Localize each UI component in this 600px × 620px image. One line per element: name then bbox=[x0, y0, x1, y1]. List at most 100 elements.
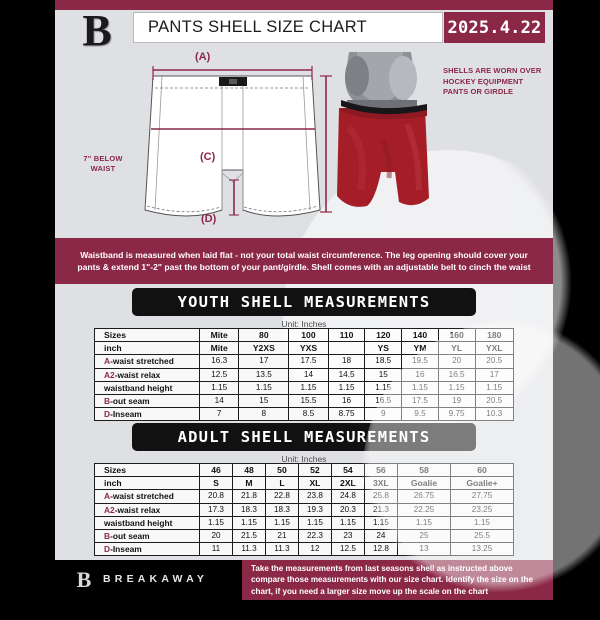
breakaway-logo-icon: B bbox=[82, 6, 112, 55]
table-cell: 7 bbox=[198, 407, 240, 422]
footer-instruction-banner: Take the measurements from last seasons … bbox=[242, 560, 553, 600]
table-row: inch S M L XL 2XL 3XL Goalie Goalie+ bbox=[94, 476, 514, 491]
table-row: D-Inseam 11 11.3 11.3 12 12.5 12.8 13 13.25 bbox=[94, 542, 514, 557]
table-cell: 1.15 bbox=[198, 380, 240, 395]
adult-measurements-table: Sizes 46 48 50 52 54 56 58 60 inch S M L XL 2XL 3XL Goal… bbox=[94, 462, 514, 557]
table-cell: 15 bbox=[238, 393, 290, 409]
table-cell: XL bbox=[297, 476, 332, 491]
table-cell: 100 bbox=[288, 327, 329, 343]
table-cell: YL bbox=[437, 341, 476, 356]
table-cell: Mite bbox=[198, 327, 240, 343]
table-cell: 21.5 bbox=[231, 528, 266, 544]
row-label: A-waist stretched bbox=[94, 489, 200, 504]
table-row: Sizes Mite 80 100 110 120 140 160 180 bbox=[94, 327, 514, 343]
adult-unit-label: Unit: Inches bbox=[281, 454, 327, 464]
table-cell: 15 bbox=[364, 367, 403, 382]
table-cell: 19.5 bbox=[401, 354, 439, 369]
table-cell: 1.15 bbox=[364, 380, 403, 395]
table-cell: 11 bbox=[199, 542, 233, 557]
table-cell: 20 bbox=[199, 528, 233, 544]
table-row: B-out seam 14 15 15.5 16 16.5 17.5 19 20.5 bbox=[94, 393, 514, 409]
table-cell: 2XL bbox=[330, 476, 365, 491]
row-label: A2-waist relax bbox=[94, 502, 200, 517]
table-cell: 8 bbox=[238, 407, 290, 422]
row-key-letter: A bbox=[104, 491, 111, 502]
table-cell: 19.3 bbox=[297, 502, 332, 517]
adult-section-header: ADULT SHELL MEASUREMENTS Unit: Inches bbox=[55, 423, 553, 464]
row-label: waistband height bbox=[94, 380, 200, 395]
table-cell: 14.5 bbox=[327, 367, 366, 382]
measurement-diagram: (A) (B) (C) (D) 7" BELOW WAIST bbox=[55, 46, 553, 236]
table-cell: 10.3 bbox=[474, 407, 514, 422]
shell-pants-line-drawing bbox=[115, 60, 350, 230]
row-label: B-out seam bbox=[94, 393, 200, 409]
table-cell: 25.5 bbox=[450, 528, 514, 544]
table-cell: 16.5 bbox=[437, 367, 476, 382]
table-cell: 21 bbox=[264, 528, 299, 544]
table-cell: 13.5 bbox=[238, 367, 290, 382]
table-cell: 46 bbox=[199, 462, 233, 478]
table-row: A2-waist relax 12.5 13.5 14 14.5 15 16 16.5 17 bbox=[94, 367, 514, 382]
size-chart-page: B PANTS SHELL SIZE CHART 2025.4.22 bbox=[55, 0, 600, 620]
table-cell: YS bbox=[364, 341, 403, 356]
content-sheet: B PANTS SHELL SIZE CHART 2025.4.22 bbox=[55, 0, 600, 620]
diagram-label-a: (A) bbox=[195, 51, 211, 63]
table-cell: Goalie bbox=[396, 476, 452, 491]
table-cell: YXL bbox=[474, 341, 514, 356]
table-cell: 50 bbox=[264, 462, 299, 478]
footer-brand-name: BREAKAWAY bbox=[103, 573, 209, 585]
table-cell: 1.15 bbox=[231, 515, 266, 530]
table-cell: 17 bbox=[474, 367, 514, 382]
table-cell: 18.3 bbox=[231, 502, 266, 517]
table-cell: 9.75 bbox=[437, 407, 476, 422]
table-cell: 12.8 bbox=[363, 542, 398, 557]
row-key-letter: B bbox=[104, 531, 111, 542]
table-cell: 20.5 bbox=[474, 354, 514, 369]
table-row: inch Mite Y2XS YXS YS YM YL YXL bbox=[94, 341, 514, 356]
table-cell: 12 bbox=[297, 542, 332, 557]
page-title-text: PANTS SHELL SIZE CHART bbox=[148, 18, 368, 36]
table-cell: 22.25 bbox=[396, 502, 452, 517]
youth-unit-label: Unit: Inches bbox=[281, 319, 327, 329]
table-cell: 23.25 bbox=[450, 502, 514, 517]
table-cell: 180 bbox=[474, 327, 514, 343]
table-cell: 21.8 bbox=[231, 489, 266, 504]
row-label: A2-waist relax bbox=[94, 367, 200, 382]
table-cell: 60 bbox=[450, 462, 514, 478]
table-cell: 13.25 bbox=[450, 542, 514, 557]
table-cell: 52 bbox=[297, 462, 332, 478]
table-cell: 1.15 bbox=[396, 515, 452, 530]
table-cell: 56 bbox=[363, 462, 398, 478]
table-cell: 9 bbox=[364, 407, 403, 422]
row-key-letter: A bbox=[104, 356, 111, 367]
table-cell: 11.3 bbox=[231, 542, 266, 557]
table-cell: 110 bbox=[327, 327, 366, 343]
table-cell: M bbox=[231, 476, 266, 491]
table-row: waistband height 1.15 1.15 1.15 1.15 1.15 1.15… bbox=[94, 515, 514, 530]
table-cell: 20.8 bbox=[199, 489, 233, 504]
table-cell: 11.3 bbox=[264, 542, 299, 557]
youth-heading: YOUTH SHELL MEASUREMENTS bbox=[131, 288, 477, 316]
table-row: D-Inseam 7 8 8.5 8.75 9 9.5 9.75 10.3 bbox=[94, 407, 514, 422]
footer-logo-icon: B bbox=[76, 567, 92, 592]
row-label: Sizes bbox=[94, 462, 200, 478]
table-cell: 1.15 bbox=[327, 380, 366, 395]
row-label: waistband height bbox=[94, 515, 200, 530]
table-row: Sizes 46 48 50 52 54 56 58 60 bbox=[94, 462, 514, 478]
table-cell: Mite bbox=[198, 341, 240, 356]
diagram-label-c: (C) bbox=[200, 151, 216, 163]
revision-date-badge: 2025.4.22 bbox=[444, 12, 545, 43]
table-cell: YM bbox=[401, 341, 439, 356]
table-cell: 1.15 bbox=[199, 515, 233, 530]
adult-heading: ADULT SHELL MEASUREMENTS bbox=[131, 423, 477, 451]
table-cell: 21.3 bbox=[363, 502, 398, 517]
page-footer: B BREAKAWAY Take the measurements from l… bbox=[55, 560, 553, 600]
table-cell: 1.15 bbox=[297, 515, 332, 530]
footer-instruction-text: Take the measurements from last seasons … bbox=[251, 563, 534, 596]
table-cell: YXS bbox=[288, 341, 329, 356]
table-row: waistband height 1.15 1.15 1.15 1.15 1.15 1.15… bbox=[94, 380, 514, 395]
table-cell: 17 bbox=[238, 354, 290, 369]
table-cell: 3XL bbox=[363, 476, 398, 491]
table-cell: 14 bbox=[198, 393, 240, 409]
table-cell: 1.15 bbox=[363, 515, 398, 530]
